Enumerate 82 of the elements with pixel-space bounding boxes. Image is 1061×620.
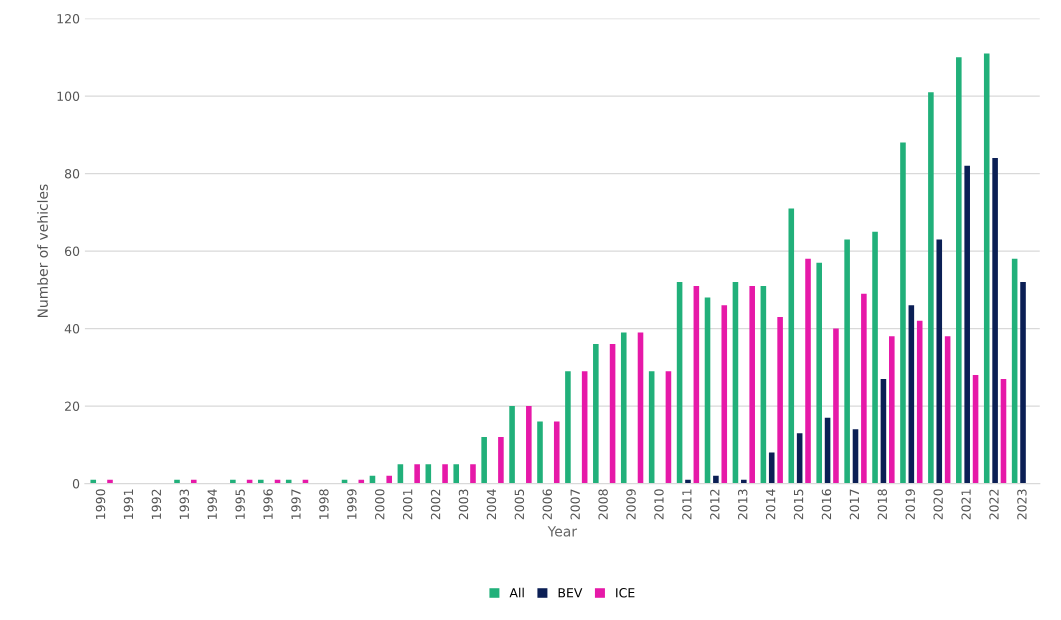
legend-label: BEV [558,588,583,598]
x-axis-title: Year [547,526,578,537]
bar [1020,282,1026,484]
x-tick-label: 1994 [207,489,217,519]
x-tick-label: 1997 [291,489,301,519]
x-tick-label: 2005 [514,489,525,520]
bar [928,92,934,484]
x-tick-label: 2002 [430,489,441,520]
y-tick-label: 40 [64,324,80,334]
bar [386,475,393,484]
y-tick-label: 80 [64,169,80,179]
bar [936,239,943,484]
bar [565,371,571,484]
bar [498,437,504,484]
bar [713,475,719,484]
bar [964,165,970,484]
bar [537,421,543,484]
x-tick-label: 2023 [1017,489,1027,520]
x-tick-label: 2012 [710,489,720,520]
bar [526,406,532,484]
bar [992,158,998,484]
y-tick-label: 20 [65,401,80,412]
x-tick-label: 2017 [849,489,860,520]
x-tick-label: 1993 [179,489,190,519]
bar [414,464,420,484]
x-tick-label: 1996 [263,489,273,519]
x-tick-label: 2006 [542,489,552,520]
x-tick-label: 2018 [877,489,888,520]
bar [805,258,811,484]
bar [593,344,599,484]
bar [833,328,839,484]
bar [861,293,867,484]
x-tick-label: 1999 [347,489,357,519]
bar [553,421,560,484]
y-tick-label: 120 [57,14,80,24]
bar [889,336,895,484]
x-tick-label: 1990 [95,489,106,519]
bar [509,406,515,484]
bar [916,320,923,484]
bar [900,142,906,484]
x-tick-label: 2007 [570,489,580,520]
bar [983,53,990,484]
y-tick-label: 0 [72,479,80,489]
x-tick-label: 2015 [793,489,804,520]
bar [956,57,962,484]
x-tick-label: 2013 [737,489,748,520]
x-tick-label: 1998 [319,489,329,519]
bar [788,208,795,484]
bar [620,332,627,484]
x-tick-label: 2019 [905,489,915,520]
x-tick-label: 2004 [486,489,497,520]
bar [816,262,822,484]
bar [777,316,783,484]
x-tick-label: 1992 [151,489,162,519]
x-tick-label: 2009 [626,489,636,520]
bar [749,285,755,484]
x-tick-label: 2001 [402,489,413,520]
x-tick-label: 2003 [458,489,469,520]
x-tick-label: 1991 [123,489,134,519]
legend-label: All [509,587,524,598]
y-tick-label: 60 [64,246,80,257]
x-tick-label: 2021 [961,489,971,520]
bar [442,464,448,484]
x-tick-label: 2008 [598,489,608,520]
x-tick-label: 2010 [654,489,664,520]
bar [481,437,487,484]
bar [872,231,878,484]
bar [721,305,728,484]
x-tick-label: 2000 [375,489,385,520]
x-tick-label: 2022 [989,489,999,520]
y-axis-title: Number of vehicles [37,184,48,318]
x-tick-label: 1995 [235,489,245,519]
bar [453,464,460,484]
x-tick-label: 2020 [933,489,943,520]
bar [470,464,476,484]
x-tick-label: 2016 [821,489,832,520]
bar [844,239,850,484]
x-tick-label: 2014 [765,489,776,520]
legend-label: ICE [616,588,635,598]
y-tick-label: 100 [57,91,80,102]
x-tick-label: 2011 [682,489,692,520]
bar [768,452,775,484]
